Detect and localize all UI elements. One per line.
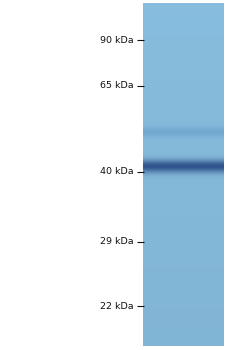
Text: 40 kDa: 40 kDa [100,167,134,176]
Text: 90 kDa: 90 kDa [100,36,134,45]
Text: 29 kDa: 29 kDa [100,237,134,246]
Text: 65 kDa: 65 kDa [100,81,134,90]
Text: 22 kDa: 22 kDa [100,302,134,311]
